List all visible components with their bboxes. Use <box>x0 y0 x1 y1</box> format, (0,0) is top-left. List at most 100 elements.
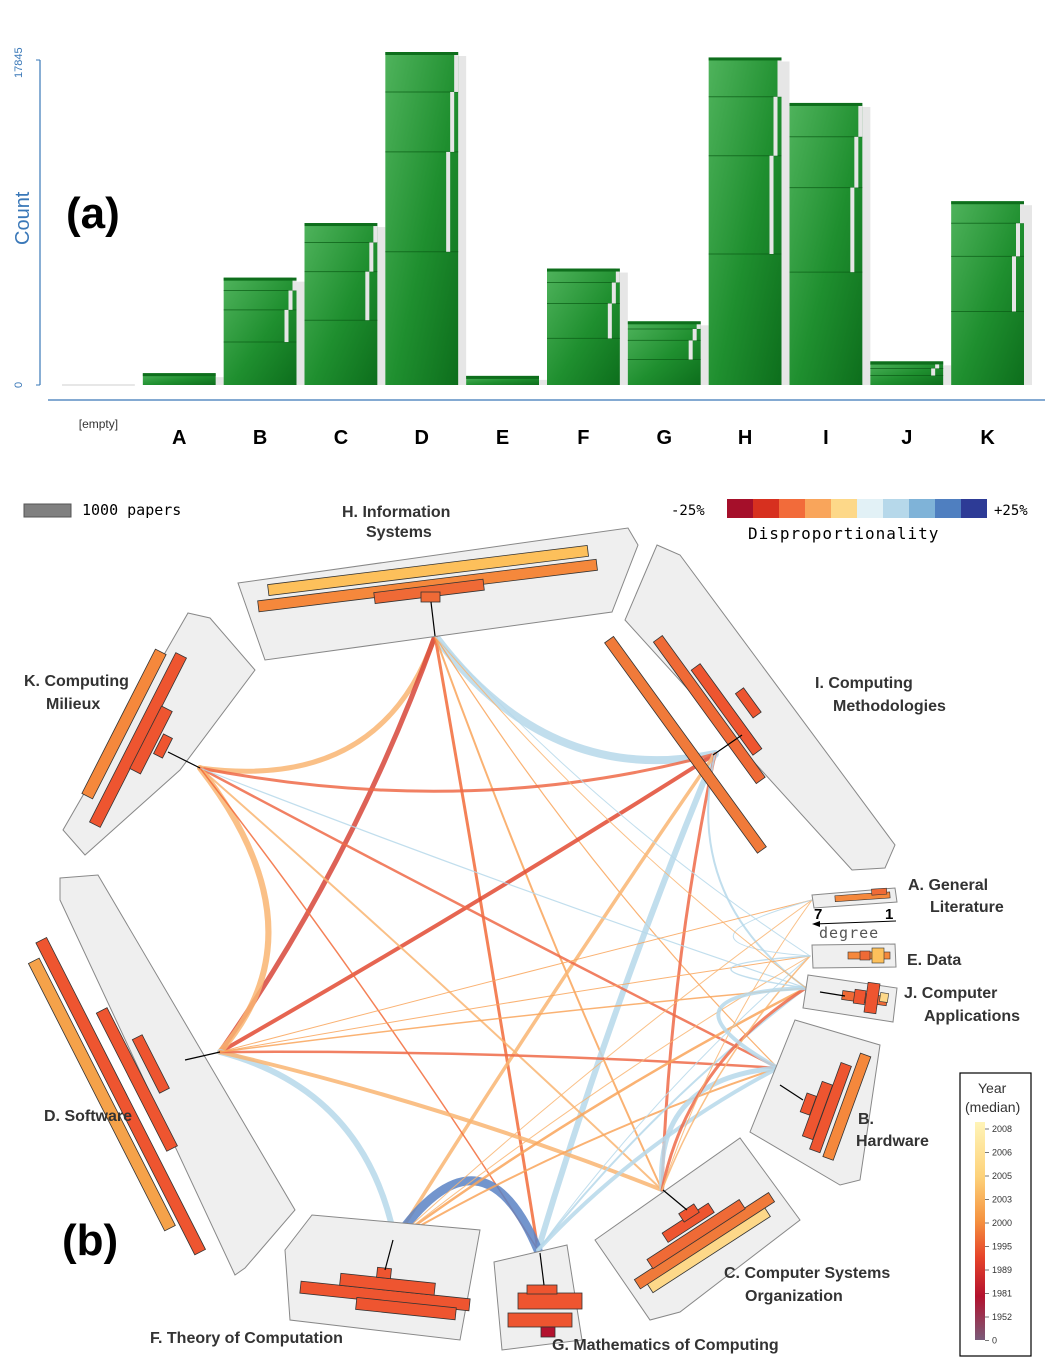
bar-G <box>627 321 709 385</box>
x-tick-label-C: C <box>334 427 348 449</box>
bar-C <box>304 223 386 385</box>
edge-F-A <box>394 899 813 1241</box>
x-tick-label-I: I <box>823 427 829 449</box>
label-J-1: J. Computer <box>904 985 997 1002</box>
edge-B-J <box>716 986 808 1070</box>
edges <box>197 632 813 1255</box>
edge-E-J <box>730 955 811 989</box>
edge-H-J <box>434 635 807 989</box>
bar-E <box>466 375 547 385</box>
disproportionality-max-label: +25% <box>994 503 1028 519</box>
label-C-1: C. Computer Systems <box>724 1265 890 1282</box>
y-tick-label-max: 17845 <box>13 47 25 78</box>
edge-H-B <box>434 635 779 1069</box>
edge-G-J <box>537 987 807 1251</box>
x-tick-labels: [empty] A B C D E F G H I J K <box>79 417 996 449</box>
edge-I-J <box>707 753 807 989</box>
edge-F-G <box>390 1176 543 1255</box>
year-tick-label: 0 <box>992 1336 997 1346</box>
bar-B <box>223 277 305 385</box>
edge-I-D <box>218 752 717 1054</box>
degree-min: 1 <box>885 906 893 923</box>
sector-B <box>749 1019 881 1186</box>
disproportionality-swatch <box>909 499 935 518</box>
label-H-2: Systems <box>366 524 432 541</box>
bar-D <box>385 52 467 385</box>
edge-H-I <box>431 632 719 765</box>
disproportionality-swatch <box>779 499 805 518</box>
year-legend-title-2: (median) <box>965 1099 1020 1115</box>
edge-K-J <box>199 767 807 989</box>
disproportionality-swatch <box>753 499 779 518</box>
degree-legend: 7 1 degree <box>812 906 897 942</box>
edge-I-K <box>198 752 717 793</box>
year-tick-label: 2000 <box>992 1218 1012 1228</box>
bars <box>62 52 1032 386</box>
edge-H-C <box>434 635 663 1191</box>
y-tick-label-min: 0 <box>13 382 25 388</box>
disproportionality-swatch <box>961 499 987 518</box>
label-C-2: Organization <box>745 1288 843 1305</box>
label-K-1: K. Computing <box>24 673 129 690</box>
label-B-2: Hardware <box>856 1133 929 1150</box>
label-E-1: E. Data <box>907 952 961 969</box>
year-tick-label: 2005 <box>992 1171 1012 1181</box>
disproportionality-min-label: -25% <box>671 503 705 519</box>
sector-F <box>284 1214 481 1341</box>
y-axis-label: Count <box>12 191 34 245</box>
bar-H <box>708 57 790 385</box>
edge-I-C <box>660 752 717 1192</box>
bar-J <box>870 361 952 385</box>
sector-C <box>594 1137 801 1321</box>
x-tick-label-A: A <box>172 427 186 449</box>
edge-D-A <box>219 899 813 1053</box>
label-I-2: Methodologies <box>833 698 946 715</box>
year-tick-label: 1995 <box>992 1242 1012 1252</box>
x-tick-label-empty: [empty] <box>79 417 118 431</box>
bar-K <box>951 201 1032 385</box>
label-K-2: Milieux <box>46 696 100 713</box>
x-tick-label-B: B <box>253 427 267 449</box>
edge-K-G <box>199 767 539 1251</box>
year-legend: Year (median) 2008 2006 2005 2003 2000 1995 19… <box>959 1072 1032 1357</box>
edge-A-E <box>732 899 813 957</box>
scale-bar <box>23 503 72 518</box>
edge-K-D <box>197 765 272 1055</box>
label-A-1: A. General <box>908 877 988 894</box>
label-A-2: Literature <box>930 899 1004 916</box>
year-legend-title-1: Year <box>978 1080 1007 1096</box>
sector-E <box>811 943 897 969</box>
bar-A <box>142 373 224 385</box>
disproportionality-label: Disproportionality <box>748 524 939 543</box>
bar-chart-panel: (a) Count 17845 0 [empty] A B C D E F G H I J K <box>12 47 1045 449</box>
edge-D-B <box>218 1050 780 1070</box>
edge-C-J <box>660 986 808 1192</box>
disproportionality-swatch <box>935 499 961 518</box>
disproportionality-swatch <box>883 499 909 518</box>
label-B-1: B. <box>858 1111 874 1128</box>
sector-A <box>811 887 898 909</box>
sector-G <box>493 1244 583 1351</box>
label-J-2: Applications <box>924 1008 1020 1025</box>
edge-D-J <box>219 987 807 1053</box>
edge-D-E <box>219 955 811 1053</box>
edge-F-B <box>394 1067 779 1241</box>
sector-H <box>237 527 639 661</box>
sector-D <box>27 874 296 1276</box>
x-tick-label-E: E <box>496 427 509 449</box>
edge-C-A <box>661 899 813 1191</box>
year-tick-label: 1952 <box>992 1312 1012 1322</box>
label-G-1: G. Mathematics of Computing <box>552 1337 779 1354</box>
x-tick-label-K: K <box>980 427 995 449</box>
x-tick-label-D: D <box>415 427 429 449</box>
year-tick-label: 2003 <box>992 1195 1012 1205</box>
year-tick-label: 2008 <box>992 1124 1012 1134</box>
disproportionality-swatch <box>857 499 883 518</box>
label-I-1: I. Computing <box>815 675 913 692</box>
edge-H-E <box>434 635 811 957</box>
year-tick-label: 1989 <box>992 1265 1012 1275</box>
x-tick-label-F: F <box>577 427 589 449</box>
year-tick-label: 2006 <box>992 1148 1012 1158</box>
edge-K-B <box>198 766 780 1070</box>
degree-max: 7 <box>814 906 822 923</box>
